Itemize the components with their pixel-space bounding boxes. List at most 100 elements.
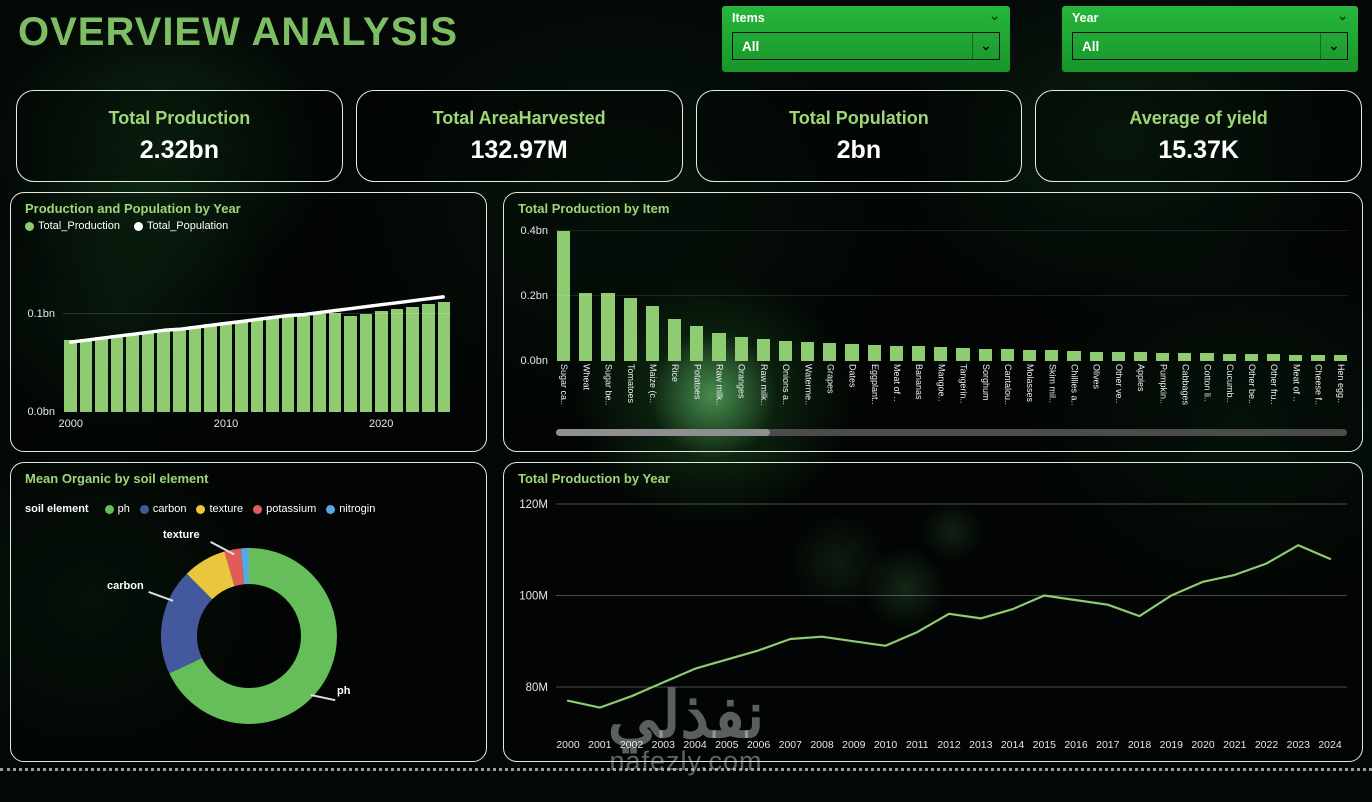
production-bar-2006[interactable] bbox=[157, 330, 170, 412]
production-bar-2021[interactable] bbox=[390, 308, 404, 412]
legend-dot bbox=[25, 221, 34, 231]
chevron-down-icon[interactable]: ⌄ bbox=[989, 8, 1000, 23]
production-bar-2019[interactable] bbox=[359, 313, 373, 412]
item-bar-8[interactable] bbox=[734, 337, 748, 361]
item-bar-0[interactable] bbox=[557, 231, 571, 361]
item-bar-1[interactable] bbox=[579, 292, 593, 361]
item-bar-28[interactable] bbox=[1178, 352, 1192, 361]
item-bar-32[interactable] bbox=[1267, 353, 1281, 361]
kpi-label: Total AreaHarvested bbox=[432, 107, 606, 128]
production-bar-2005[interactable] bbox=[141, 332, 155, 412]
production-bar-2002[interactable] bbox=[95, 337, 108, 412]
items-filter: Items ⌄ All ⌄ bbox=[722, 6, 1010, 72]
production-bar-2016[interactable] bbox=[313, 313, 326, 412]
item-bar-14[interactable] bbox=[867, 345, 881, 361]
item-bar-24[interactable] bbox=[1089, 351, 1103, 361]
production-bar-2023[interactable] bbox=[421, 303, 435, 412]
category-label: Grapes bbox=[825, 364, 836, 394]
production-bar-2004[interactable] bbox=[126, 334, 139, 412]
legend-item-texture[interactable]: texture bbox=[196, 503, 243, 515]
item-bar-10[interactable] bbox=[778, 340, 793, 361]
item-bar-26[interactable] bbox=[1133, 351, 1148, 361]
production-bar-2015[interactable] bbox=[297, 315, 310, 412]
item-bar-17[interactable] bbox=[934, 347, 948, 361]
legend-item-carbon[interactable]: carbon bbox=[139, 503, 186, 515]
production-bar-2011[interactable] bbox=[235, 321, 248, 412]
category-label: Meat of .. bbox=[892, 364, 902, 402]
x-axis-tick: 2019 bbox=[1160, 739, 1184, 751]
y-axis-tick: 0.0bn bbox=[27, 406, 55, 418]
x-axis-tick: 2004 bbox=[683, 739, 707, 751]
item-bar-25[interactable] bbox=[1111, 351, 1125, 361]
production-bar-2012[interactable] bbox=[250, 319, 264, 412]
legend-item-potassium[interactable]: potassium bbox=[253, 503, 316, 515]
year-filter-dropdown[interactable]: All ⌄ bbox=[1072, 32, 1348, 60]
donut-slice-ph[interactable] bbox=[161, 548, 337, 724]
production-bar-2024[interactable] bbox=[437, 301, 451, 412]
item-bar-15[interactable] bbox=[889, 346, 903, 361]
items-filter-dropdown[interactable]: All ⌄ bbox=[732, 32, 1000, 60]
horizontal-scrollbar[interactable] bbox=[556, 429, 1347, 436]
legend-dot bbox=[326, 504, 336, 514]
production-bar-2020[interactable] bbox=[375, 310, 388, 412]
category-label: Rice bbox=[670, 364, 681, 383]
item-bar-34[interactable] bbox=[1311, 354, 1325, 361]
item-bar-2[interactable] bbox=[601, 292, 615, 361]
donut-slice-texture[interactable] bbox=[154, 541, 344, 731]
category-label: Oranges bbox=[736, 364, 747, 399]
chevron-down-icon[interactable]: ⌄ bbox=[1337, 8, 1348, 23]
item-bar-7[interactable] bbox=[712, 333, 726, 361]
category-label: Other ve.. bbox=[1113, 364, 1124, 404]
category-label: Wheat bbox=[581, 364, 592, 391]
item-bar-27[interactable] bbox=[1156, 352, 1170, 361]
item-bar-21[interactable] bbox=[1022, 350, 1037, 361]
production-bar-2001[interactable] bbox=[79, 339, 93, 412]
item-bar-23[interactable] bbox=[1067, 350, 1081, 361]
production-bar-2008[interactable] bbox=[188, 326, 202, 412]
panel-title: Production and Population by Year bbox=[25, 201, 241, 216]
item-bar-22[interactable] bbox=[1045, 350, 1059, 361]
item-bar-18[interactable] bbox=[956, 348, 970, 361]
item-bar-31[interactable] bbox=[1244, 353, 1258, 361]
item-bar-6[interactable] bbox=[690, 326, 704, 361]
legend-item-Total_Population[interactable]: Total_Population bbox=[133, 220, 228, 232]
donut-slice-nitrogin[interactable] bbox=[161, 548, 337, 724]
production-bar-2009[interactable] bbox=[204, 324, 217, 412]
production-bar-2010[interactable] bbox=[219, 322, 233, 412]
item-bar-12[interactable] bbox=[823, 343, 837, 361]
chart-legend: Total_Production Total_Population bbox=[25, 220, 228, 232]
item-bar-3[interactable] bbox=[623, 297, 637, 361]
production-bar-2018[interactable] bbox=[344, 315, 357, 412]
production-bar-2014[interactable] bbox=[281, 316, 295, 412]
item-bar-13[interactable] bbox=[845, 344, 859, 361]
item-bar-11[interactable] bbox=[801, 342, 815, 361]
production-bar-2003[interactable] bbox=[110, 335, 124, 412]
production-bar-2000[interactable] bbox=[64, 340, 77, 412]
item-bar-4[interactable] bbox=[645, 305, 659, 361]
legend-item-Total_Production[interactable]: Total_Production bbox=[25, 220, 120, 232]
x-axis-tick: 2020 bbox=[368, 418, 394, 430]
item-bar-35[interactable] bbox=[1333, 354, 1347, 361]
scrollbar-thumb[interactable] bbox=[556, 429, 770, 436]
category-label: Potatoes bbox=[692, 364, 703, 400]
item-bar-33[interactable] bbox=[1289, 354, 1303, 361]
item-bar-5[interactable] bbox=[667, 318, 682, 361]
legend-title: soil element bbox=[25, 503, 89, 515]
item-bar-30[interactable] bbox=[1222, 353, 1236, 361]
gridline bbox=[63, 312, 451, 314]
production-bar-2013[interactable] bbox=[266, 317, 279, 412]
item-bar-20[interactable] bbox=[1000, 349, 1014, 361]
production-bar-2017[interactable] bbox=[328, 312, 342, 412]
donut-slice-potassium[interactable] bbox=[161, 548, 337, 724]
production-bar-2022[interactable] bbox=[406, 306, 419, 412]
production-bar-2007[interactable] bbox=[172, 328, 186, 412]
legend-item-ph[interactable]: ph bbox=[104, 503, 130, 515]
legend-label: potassium bbox=[266, 503, 317, 515]
item-bar-29[interactable] bbox=[1200, 352, 1214, 361]
donut-legend: soil element ph carbon texture potassium nit… bbox=[25, 503, 375, 515]
x-axis-tick: 2022 bbox=[1255, 739, 1279, 751]
item-bar-9[interactable] bbox=[756, 338, 770, 361]
item-bar-16[interactable] bbox=[912, 346, 926, 361]
item-bar-19[interactable] bbox=[978, 348, 992, 361]
legend-item-nitrogin[interactable]: nitrogin bbox=[326, 503, 375, 515]
